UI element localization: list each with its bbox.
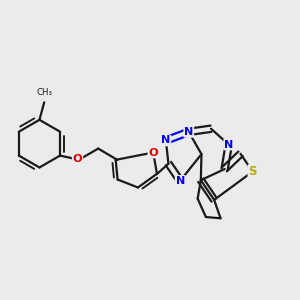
Text: O: O (148, 148, 158, 158)
Text: N: N (176, 176, 185, 186)
Text: N: N (224, 140, 233, 150)
Text: S: S (248, 165, 257, 178)
Text: N: N (161, 136, 170, 146)
Text: CH₃: CH₃ (37, 88, 53, 97)
Text: N: N (184, 127, 194, 137)
Text: O: O (73, 154, 82, 164)
